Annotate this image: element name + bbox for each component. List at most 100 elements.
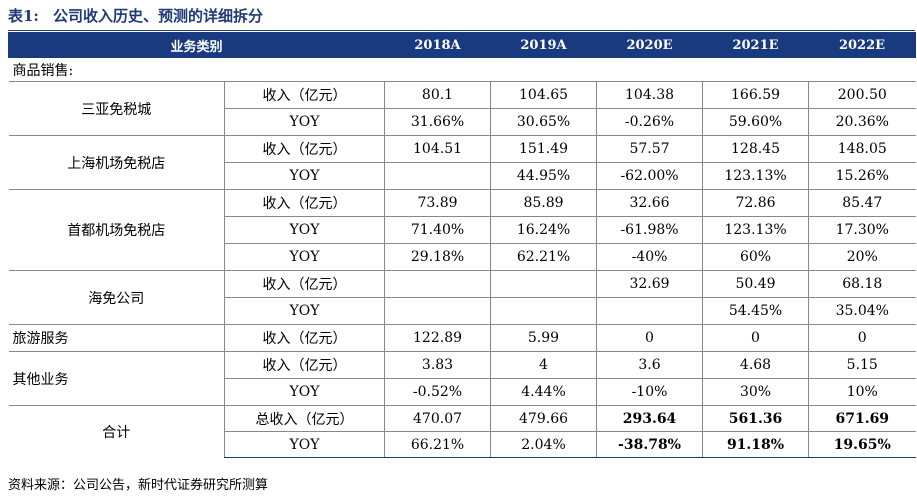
header-year: 2019A [490, 32, 598, 58]
table-cell: 30% [702, 378, 809, 406]
table-cell: 32.69 [596, 270, 703, 298]
table-cell: 31.66% [384, 108, 491, 136]
table-cell: 123.13% [702, 162, 809, 190]
table-cell: 20% [808, 243, 916, 271]
table-cell: 5.99 [490, 324, 597, 352]
table-cell: 91.18% [702, 431, 809, 458]
table-cell: 73.89 [384, 189, 491, 217]
table-cell [384, 162, 491, 190]
table-cell: 470.07 [384, 405, 491, 432]
table-cell: 479.66 [490, 405, 597, 432]
table-row: YOY 29.18% 62.21% -40% 60% 20% [9, 243, 916, 271]
row-label: 收入（亿元） [223, 189, 385, 217]
table-cell: 85.47 [808, 189, 916, 217]
table-cell: 60% [702, 243, 809, 271]
table-cell: 0 [702, 324, 809, 352]
total-row: YOY 66.21% 2.04% -38.78% 91.18% 19.65% [9, 431, 916, 458]
section-row: 商品销售: [8, 57, 916, 82]
table-cell [384, 297, 491, 325]
row-label: 收入（亿元） [223, 270, 385, 298]
table-row: YOY 31.66% 30.65% -0.26% 59.60% 20.36% [9, 108, 916, 136]
group-name: 三亚免税城 [8, 81, 225, 136]
table-row: 首都机场免税店 收入（亿元） 73.89 85.89 32.66 72.86 8… [8, 189, 916, 271]
table-cell: 200.50 [808, 81, 916, 109]
table-row: 海免公司 收入（亿元） 32.69 50.49 68.18 [8, 270, 916, 325]
table-cell: 5.15 [808, 351, 916, 379]
table-cell: 16.24% [490, 216, 597, 244]
table-cell: 104.38 [596, 81, 703, 109]
row-label: 收入（亿元） [223, 81, 385, 109]
table-cell: 671.69 [808, 405, 916, 432]
source-note: 资料来源：公司公告，新时代证券研究所测算 [8, 478, 269, 493]
table-row: 旅游服务 收入（亿元） 122.89 5.99 0 0 0 [8, 324, 916, 352]
table-cell: 104.51 [384, 135, 491, 163]
table-cell: -38.78% [596, 431, 703, 458]
table-cell: -61.98% [596, 216, 703, 244]
table-cell [490, 270, 597, 298]
table-cell: 0 [596, 324, 703, 352]
header-year: 2018A [384, 32, 492, 58]
group-name: 上海机场免税店 [8, 135, 225, 190]
table-row: 三亚免税城 收入（亿元） 80.1 104.65 104.38 166.59 2… [8, 81, 916, 136]
table-cell: 80.1 [384, 81, 491, 109]
table-cell: -0.26% [596, 108, 703, 136]
table-row: YOY 54.45% 35.04% [9, 297, 916, 325]
table-cell: 68.18 [808, 270, 916, 298]
table-cell: 35.04% [808, 297, 916, 325]
row-label: 收入（亿元） [223, 324, 385, 352]
table-cell: 29.18% [384, 243, 491, 271]
table-cell: 44.95% [490, 162, 597, 190]
row-label: YOY [223, 162, 385, 190]
table-row: YOY 44.95% -62.00% 123.13% 15.26% [9, 162, 916, 190]
table-cell: 561.36 [702, 405, 809, 432]
table-cell: 3.6 [596, 351, 703, 379]
table-cell: 15.26% [808, 162, 916, 190]
table-cell: 166.59 [702, 81, 809, 109]
group-name: 海免公司 [8, 270, 225, 325]
header-year: 2022E [808, 32, 917, 58]
table-cell: 128.45 [702, 135, 809, 163]
table-cell: 3.83 [384, 351, 491, 379]
table-cell: 62.21% [490, 243, 597, 271]
table-cell: 104.65 [490, 81, 597, 109]
table-cell: 19.65% [808, 431, 916, 458]
row-label: YOY [223, 243, 385, 271]
row-label: YOY [223, 431, 385, 458]
header-category: 业务类别 [7, 32, 386, 58]
table-cell: -10% [596, 378, 703, 406]
table-row: 其他业务 收入（亿元） 3.83 4 3.6 4.68 5.15 [8, 351, 916, 406]
table-cell: 66.21% [384, 431, 491, 458]
table-cell: 2.04% [490, 431, 597, 458]
table-cell: 85.89 [490, 189, 597, 217]
row-label: YOY [223, 216, 385, 244]
table-row: 上海机场免税店 收入（亿元） 104.51 151.49 57.57 128.4… [8, 135, 916, 190]
table-cell: 4.44% [490, 378, 597, 406]
table-cell: 50.49 [702, 270, 809, 298]
table-cell: -0.52% [384, 378, 491, 406]
table-cell: 72.86 [702, 189, 809, 217]
table-caption: 公司收入历史、预测的详细拆分 [52, 7, 263, 25]
table-cell: 17.30% [808, 216, 916, 244]
table-cell: 10% [808, 378, 916, 406]
table-cell: 20.36% [808, 108, 916, 136]
table-cell: 4 [490, 351, 597, 379]
table-cell: 32.66 [596, 189, 703, 217]
row-label: 总收入（亿元） [223, 405, 385, 432]
table-cell: 123.13% [702, 216, 809, 244]
total-name: 合计 [8, 405, 225, 458]
table-row: YOY 71.40% 16.24% -61.98% 123.13% 17.30% [9, 216, 916, 244]
table-title: 表1: 公司收入历史、预测的详细拆分 [8, 2, 263, 30]
revenue-breakdown-table: 业务类别 2018A 2019A 2020E 2021E 2022E 商品销售:… [7, 32, 917, 458]
table-cell: 71.40% [384, 216, 491, 244]
table-cell: 4.68 [702, 351, 809, 379]
table-cell: 151.49 [490, 135, 597, 163]
table-cell: 0 [808, 324, 916, 352]
table-cell: 148.05 [808, 135, 916, 163]
table-cell [490, 297, 597, 325]
group-name: 首都机场免税店 [8, 189, 225, 271]
table-cell: 122.89 [384, 324, 491, 352]
row-label: YOY [223, 378, 385, 406]
header-year: 2021E [702, 32, 810, 58]
section-goods: 商品销售: [8, 57, 916, 82]
header-row: 业务类别 2018A 2019A 2020E 2021E 2022E [7, 32, 917, 58]
